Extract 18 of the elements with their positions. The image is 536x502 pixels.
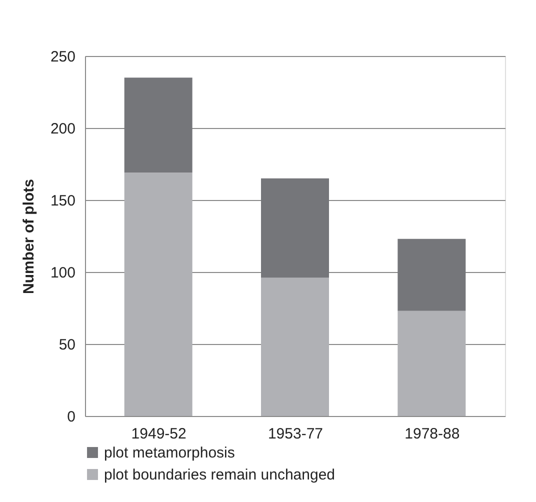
bar — [398, 238, 466, 311]
y-tick-label: 100 — [50, 264, 76, 282]
x-tick-label: 1978-88 — [404, 426, 460, 442]
y-tick-label: 0 — [67, 408, 76, 426]
bar — [398, 310, 466, 416]
bar — [124, 78, 192, 173]
bar — [261, 178, 329, 278]
bar — [261, 278, 329, 416]
y-tick-label: 250 — [50, 48, 76, 66]
bar — [124, 172, 192, 416]
legend-label: plot metamorphosis — [104, 444, 235, 462]
y-tick-label: 200 — [50, 120, 76, 138]
y-tick-label: 50 — [58, 336, 76, 354]
y-tick-label: 150 — [50, 192, 76, 210]
legend-label: plot boundaries remain unchanged — [104, 466, 335, 484]
y-axis-title: Number of plots — [20, 179, 38, 294]
x-tick-label: 1949-52 — [131, 426, 186, 442]
x-tick-label: 1953-77 — [268, 426, 324, 442]
